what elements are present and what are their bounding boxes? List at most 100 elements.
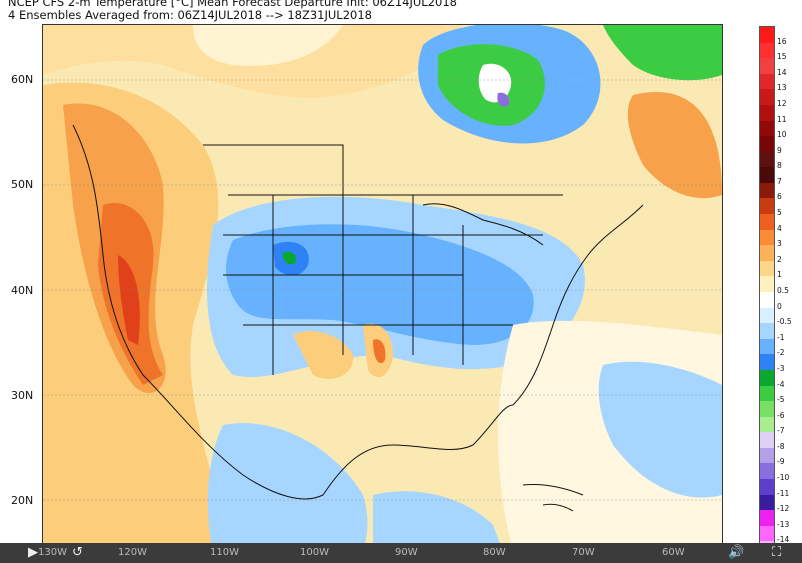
colorbar-swatch	[760, 354, 774, 371]
colorbar-swatch	[760, 338, 774, 355]
coastlines	[72, 124, 644, 512]
hudson-bay-white	[478, 63, 512, 103]
colorbar-tick-label: -5	[777, 395, 785, 405]
colorbar-tick-label: -9	[777, 457, 785, 467]
colorbar-swatch	[760, 479, 774, 496]
colorbar-swatch	[760, 463, 774, 480]
colorbar-swatch	[760, 323, 774, 340]
replay-icon[interactable]: ↺	[72, 545, 83, 560]
colorbar-tick-label: -1	[777, 332, 785, 342]
colorbar-swatch	[760, 120, 774, 137]
colorbar-tick-label: 12	[777, 98, 787, 108]
lon-label-110w: 110W	[210, 547, 239, 558]
colorbar-tick-label: -10	[777, 473, 790, 483]
map-subtitle: 4 Ensembles Averaged from: 06Z14JUL2018 …	[8, 8, 372, 22]
colorbar-swatch	[760, 104, 774, 122]
lon-label-130w: 130W	[38, 547, 67, 558]
colorbar-tick-label: -11	[777, 488, 790, 498]
lon-label-60w: 60W	[662, 547, 685, 558]
colorbar-swatch	[760, 89, 774, 106]
colorbar-swatch	[760, 369, 774, 387]
hot-core-california	[118, 255, 140, 345]
colorbar-swatch	[760, 276, 774, 293]
colorbar-tick-label: 7	[777, 176, 782, 186]
colorbar-tick-label: -0.5	[777, 317, 792, 327]
lat-label-40n: 40N	[11, 284, 34, 297]
colorbar-tick-label: 11	[777, 114, 787, 124]
colorbar-tick-label: 6	[777, 192, 782, 202]
colorbar-tick-label: 2	[777, 254, 782, 264]
colorbar-swatch	[760, 401, 774, 418]
colorbar-tick-label: 15	[777, 52, 787, 62]
hot-core-arkansas	[373, 339, 386, 364]
fullscreen-icon[interactable]: ⛶	[772, 545, 782, 560]
colorbar-swatch	[760, 198, 774, 215]
colorbar-tick-label: -8	[777, 441, 785, 451]
colorbar-tick-label: -6	[777, 410, 785, 420]
colorbar-tick-label: 0	[777, 301, 782, 311]
extreme-cold-core	[497, 92, 510, 107]
colorbar-swatch	[760, 136, 774, 153]
colorbar-tick-label: 4	[777, 223, 782, 233]
colorbar-tick-label: 1	[777, 270, 782, 280]
colorbar-swatch	[760, 525, 774, 542]
lon-label-100w: 100W	[300, 547, 329, 558]
colorbar-swatch	[760, 447, 774, 464]
colorbar-swatch	[760, 182, 774, 199]
colorbar	[759, 26, 775, 558]
lat-label-20n: 20N	[11, 494, 34, 507]
colorbar-swatch	[760, 27, 774, 44]
colorbar-tick-label: -12	[777, 504, 790, 514]
colorbar-swatch	[760, 229, 774, 246]
colorbar-tick-label: -7	[777, 426, 785, 436]
near-normal-region	[193, 25, 343, 66]
video-player-bar: ▶ ↺ 130W 120W 110W 100W 90W 80W 70W 60W …	[0, 543, 802, 563]
colorbar-swatch	[760, 42, 774, 59]
volume-icon[interactable]: 🔊	[728, 545, 745, 560]
colorbar-swatch	[760, 385, 774, 402]
colorbar-tick-label: -13	[777, 519, 790, 529]
colorbar-swatch	[760, 307, 774, 324]
map-title: NCEP CFS 2-m Temperature [°C] Mean Forec…	[8, 0, 457, 9]
lon-label-70w: 70W	[572, 547, 595, 558]
colorbar-tick-label: 16	[777, 36, 787, 46]
colorbar-swatch	[760, 510, 774, 527]
warm-region-oklahoma	[293, 331, 354, 379]
lon-label-80w: 80W	[483, 547, 506, 558]
play-icon[interactable]: ▶	[28, 545, 38, 560]
colorbar-tick-label: -14	[777, 535, 790, 545]
colorbar-tick-label: 5	[777, 208, 782, 218]
temperature-anomaly-map	[42, 24, 723, 552]
cold-region-northeast-canada	[603, 25, 722, 81]
coldest-core-wyoming	[282, 251, 297, 265]
colorbar-swatch	[760, 416, 774, 433]
colorbar-tick-label: 3	[777, 239, 782, 249]
colorbar-tick-label: 10	[777, 130, 787, 140]
colorbar-tick-label: -3	[777, 363, 785, 373]
warm-region-labrador	[627, 91, 722, 199]
lon-label-120w: 120W	[118, 547, 147, 558]
colorbar-swatch	[760, 432, 774, 449]
cool-region-atlantic	[598, 361, 722, 498]
colorbar-tick-label: -2	[777, 348, 785, 358]
colorbar-swatch	[760, 260, 774, 277]
lat-label-50n: 50N	[11, 178, 34, 191]
colorbar-swatch	[760, 58, 774, 75]
cool-region-mexico	[207, 423, 368, 551]
colorbar-swatch	[760, 151, 774, 168]
colorbar-tick-label: 8	[777, 161, 782, 171]
colorbar-swatch	[760, 494, 774, 511]
colorbar-tick-label: 0.5	[777, 286, 789, 295]
colorbar-tick-label: -4	[777, 379, 785, 389]
colorbar-swatch	[760, 73, 774, 90]
graticule	[43, 79, 722, 501]
colorbar-tick-label: 13	[777, 83, 787, 93]
lat-label-30n: 30N	[11, 389, 34, 402]
colorbar-swatch	[760, 292, 774, 309]
colorbar-tick-label: 14	[777, 67, 787, 77]
cool-region-caribbean	[373, 491, 503, 551]
lat-label-60n: 60N	[11, 73, 34, 86]
colorbar-tick-label: 9	[777, 145, 782, 155]
colorbar-swatch	[760, 167, 774, 184]
colorbar-swatch	[760, 214, 774, 231]
